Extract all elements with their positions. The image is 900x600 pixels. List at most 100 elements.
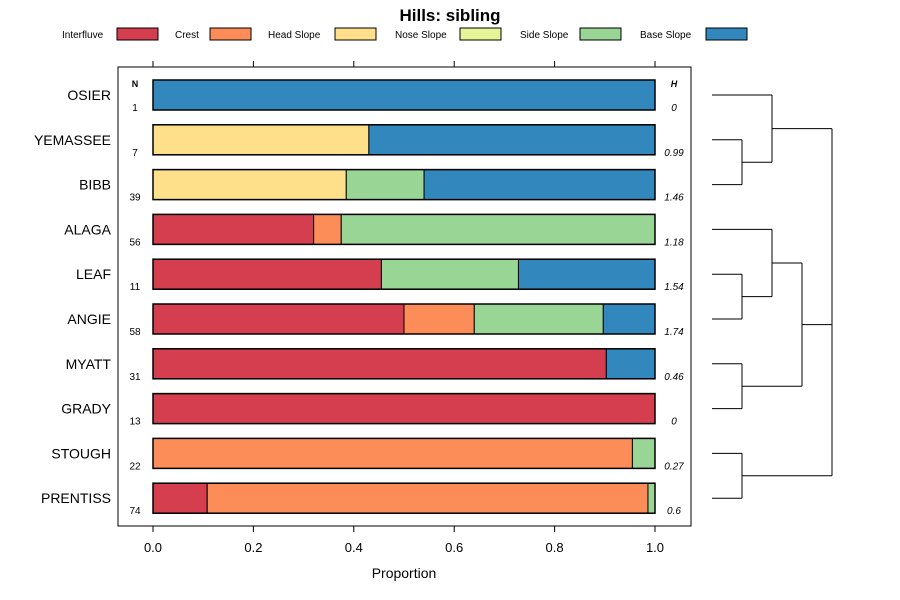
h-value: 1.18: [664, 237, 684, 248]
h-value: 0.46: [664, 372, 684, 383]
bar-segment: [152, 258, 382, 290]
legend-label: Nose Slope: [395, 30, 447, 41]
bar-segment: [647, 482, 656, 514]
chart-title: Hills: sibling: [399, 6, 500, 25]
bar-segment: [206, 482, 649, 514]
legend: Interfluve Crest Head Slope Nose Slope Side …: [62, 27, 748, 41]
n-value: 31: [129, 372, 141, 383]
bar-segment: [368, 124, 656, 156]
dendrogram: [712, 94, 833, 499]
x-tick-label: 0.8: [546, 540, 564, 555]
bar-segment: [340, 213, 656, 245]
bar-segment: [152, 79, 656, 111]
h-value: 0.27: [664, 461, 684, 472]
bar-outline: [152, 258, 656, 290]
h-value: 1.54: [664, 282, 684, 293]
legend-swatch: [705, 27, 748, 41]
x-axis-title: Proportion: [372, 565, 437, 581]
h-value: 0: [671, 103, 677, 114]
n-value: 1: [132, 103, 138, 114]
bar-row: [152, 79, 656, 111]
x-tick-label: 0.6: [445, 540, 463, 555]
plot-frame: [117, 66, 692, 527]
bar-segment: [152, 124, 370, 156]
n-value: 13: [129, 417, 141, 428]
bar-segment: [152, 393, 656, 425]
x-tick-label: 0.4: [345, 540, 363, 555]
n-column-header: N: [132, 79, 139, 89]
row-label: PRENTISS: [41, 490, 111, 506]
x-axis: 0.0 0.2 0.4 0.6 0.8 1.0: [144, 61, 664, 555]
bar-segment: [152, 213, 315, 245]
row-label: OSIER: [67, 87, 111, 103]
row-label: MYATT: [66, 356, 112, 372]
row-label: YEMASSEE: [34, 132, 111, 148]
bar-segment: [380, 258, 519, 290]
legend-label: Side Slope: [520, 30, 569, 41]
h-value: 0: [671, 417, 677, 428]
bar-outline: [152, 392, 656, 425]
bar-row: [152, 213, 656, 246]
row-labels: OSIER 1 0 YEMASSEE 7 0.99 BIBB 39 1.46 ALAGA 56 1.1…: [34, 87, 684, 517]
n-value: 58: [129, 327, 141, 338]
legend-label: Base Slope: [640, 30, 692, 41]
legend-swatch: [459, 27, 502, 41]
legend-swatch: [579, 27, 622, 41]
bars: [152, 79, 656, 514]
x-tick-label: 0.0: [144, 540, 162, 555]
bar-outline: [152, 124, 656, 156]
bar-outline: [152, 168, 656, 201]
x-tick-label: 1.0: [646, 540, 664, 555]
n-value: 56: [129, 237, 141, 248]
legend-swatch: [209, 27, 252, 41]
bar-segment: [152, 437, 633, 469]
x-tick-label: 0.2: [244, 540, 262, 555]
bar-segment: [602, 303, 656, 335]
bar-row: [152, 168, 656, 201]
row-label: ALAGA: [64, 221, 111, 237]
bar-segment: [313, 213, 342, 245]
bar-row: [152, 348, 656, 380]
bar-row: [152, 258, 656, 290]
bar-segment: [473, 303, 604, 335]
bar-outline: [152, 437, 656, 470]
bar-segment: [345, 169, 425, 201]
bar-outline: [152, 79, 656, 111]
legend-swatch: [116, 27, 159, 41]
legend-swatch: [334, 27, 377, 41]
legend-label: Interfluve: [62, 30, 104, 41]
bar-row: [152, 437, 656, 470]
n-value: 11: [130, 282, 141, 293]
bar-segment: [517, 258, 656, 290]
h-column-header: H: [671, 79, 678, 89]
bar-row: [152, 482, 656, 514]
bar-segment: [152, 348, 607, 380]
bar-row: [152, 303, 656, 335]
row-label: STOUGH: [51, 445, 111, 461]
h-value: 1.74: [664, 327, 684, 338]
bar-outline: [152, 303, 656, 335]
bar-segment: [403, 303, 475, 335]
legend-label: Head Slope: [268, 30, 321, 41]
bar-segment: [605, 348, 656, 380]
n-value: 74: [129, 506, 141, 517]
bar-segment: [631, 437, 656, 469]
bar-row: [152, 392, 656, 425]
bar-segment: [423, 169, 656, 201]
h-value: 0.6: [667, 506, 681, 517]
row-label: GRADY: [61, 401, 111, 417]
n-value: 7: [132, 148, 138, 159]
n-value: 22: [129, 461, 141, 472]
h-value: 0.99: [664, 148, 684, 159]
row-label: ANGIE: [67, 311, 111, 327]
bar-outline: [152, 213, 656, 246]
bar-segment: [152, 169, 347, 201]
h-value: 1.46: [664, 193, 684, 204]
row-label: LEAF: [76, 266, 111, 282]
bar-row: [152, 124, 656, 156]
bar-segment: [152, 303, 405, 335]
bar-outline: [152, 482, 656, 514]
bar-segment: [152, 482, 208, 514]
bar-outline: [152, 348, 656, 380]
